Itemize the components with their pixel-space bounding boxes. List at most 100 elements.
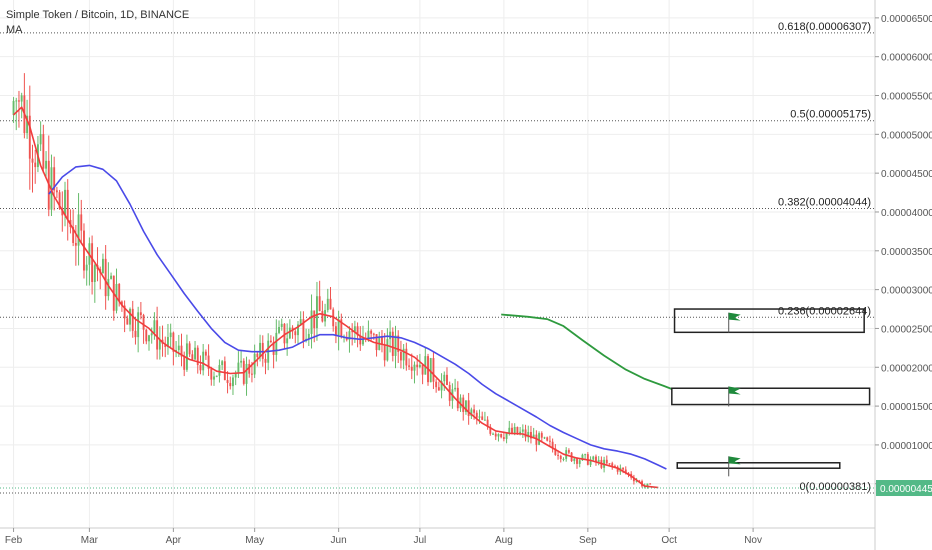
candle-body — [210, 368, 213, 380]
y-tick-label: 0.00001000 — [881, 441, 932, 452]
candle-body — [156, 320, 159, 350]
x-tick-label: Feb — [5, 535, 23, 546]
candle-body — [489, 426, 492, 434]
x-tick-label: Jul — [413, 535, 426, 546]
x-tick-label: Mar — [81, 535, 99, 546]
target-box-rect — [676, 462, 841, 469]
y-tick-label: 0.00004500 — [881, 169, 932, 180]
candle-body — [204, 351, 207, 356]
candle-body — [158, 339, 161, 350]
candle-body — [429, 358, 432, 383]
candle-body — [248, 363, 251, 374]
candle-body — [486, 419, 489, 427]
candle-body — [475, 412, 478, 418]
candle-body — [20, 95, 23, 102]
candle-body — [232, 377, 234, 387]
candle-body — [389, 331, 392, 340]
candle-body — [646, 483, 649, 487]
candle-body — [118, 283, 121, 302]
candle-body — [462, 397, 465, 412]
y-tick-label: 0.00005000 — [881, 130, 932, 141]
candle-body — [478, 416, 481, 418]
candle-body — [473, 409, 476, 413]
candle-body — [318, 296, 321, 312]
candle-body — [497, 434, 500, 437]
candle-body — [535, 434, 538, 445]
candle-body — [250, 373, 253, 375]
fib-level-label: 0.236(0.00002644) — [778, 305, 871, 317]
candle-body — [443, 374, 446, 382]
symbol-title: Simple Token / Bitcoin, 1D, BINANCE — [6, 9, 190, 21]
candle-body — [492, 433, 494, 435]
candle-body — [435, 381, 438, 388]
x-tick-label: Oct — [661, 535, 677, 546]
candle-body — [538, 433, 541, 445]
candle-body — [142, 315, 145, 330]
candle-body — [516, 427, 519, 435]
projection-line — [501, 313, 673, 390]
candle-body — [280, 323, 283, 327]
candle-body — [93, 265, 96, 282]
candle-body — [183, 356, 186, 370]
candle-body — [34, 162, 37, 168]
candle-body — [470, 409, 473, 416]
target-box-rect — [673, 308, 865, 334]
candle-body — [45, 160, 48, 169]
candle-body — [410, 366, 413, 371]
candle-body — [55, 190, 58, 193]
candle-body — [123, 305, 126, 319]
candle-body — [519, 431, 522, 435]
candle-body — [456, 387, 459, 409]
target-box — [673, 308, 865, 334]
candle-body — [215, 375, 218, 377]
candle-body — [613, 465, 616, 467]
candle-body — [42, 134, 45, 169]
candle-body — [107, 278, 110, 297]
candle-body — [164, 343, 167, 347]
indicator-label[interactable]: MA — [6, 24, 23, 36]
candle-body — [286, 338, 289, 344]
candle-body — [85, 264, 88, 271]
candle-body — [521, 429, 524, 432]
x-tick-label: Jun — [331, 535, 347, 546]
candle-body — [337, 319, 340, 335]
x-tick-label: May — [245, 535, 264, 546]
candle-body — [137, 312, 140, 338]
candle-body — [397, 335, 400, 352]
candle-body — [413, 364, 416, 371]
candle-body — [310, 310, 313, 334]
candle-body — [576, 458, 578, 464]
fib-level-label: 0.618(0.00006307) — [778, 21, 871, 33]
candle-body — [12, 100, 15, 115]
candle-body — [394, 335, 397, 356]
candle-body — [524, 429, 527, 438]
candle-body — [483, 419, 486, 421]
candle-body — [131, 308, 134, 331]
candle-body — [370, 330, 373, 334]
candle-body — [202, 351, 205, 371]
candle-body — [605, 459, 608, 464]
candle-body — [145, 329, 148, 342]
ma-fast-line — [12, 106, 659, 489]
candle-body — [340, 319, 343, 338]
candle-body — [567, 450, 570, 453]
candle-body — [511, 427, 513, 434]
candle-body — [622, 467, 625, 470]
candle-body — [245, 363, 248, 384]
candle-body — [126, 318, 129, 325]
candle-body — [169, 332, 172, 338]
candle-body — [627, 472, 630, 474]
candle-body — [15, 100, 18, 102]
candle-body — [649, 483, 652, 485]
candle-body — [253, 353, 256, 375]
candle-body — [326, 298, 329, 311]
candle-body — [191, 354, 194, 360]
candle-body — [39, 134, 42, 145]
y-tick-label: 0.00003000 — [881, 286, 932, 297]
candle-body — [264, 358, 267, 363]
candle-body — [329, 298, 332, 310]
candle-body — [543, 437, 546, 439]
candle-body — [592, 456, 595, 460]
